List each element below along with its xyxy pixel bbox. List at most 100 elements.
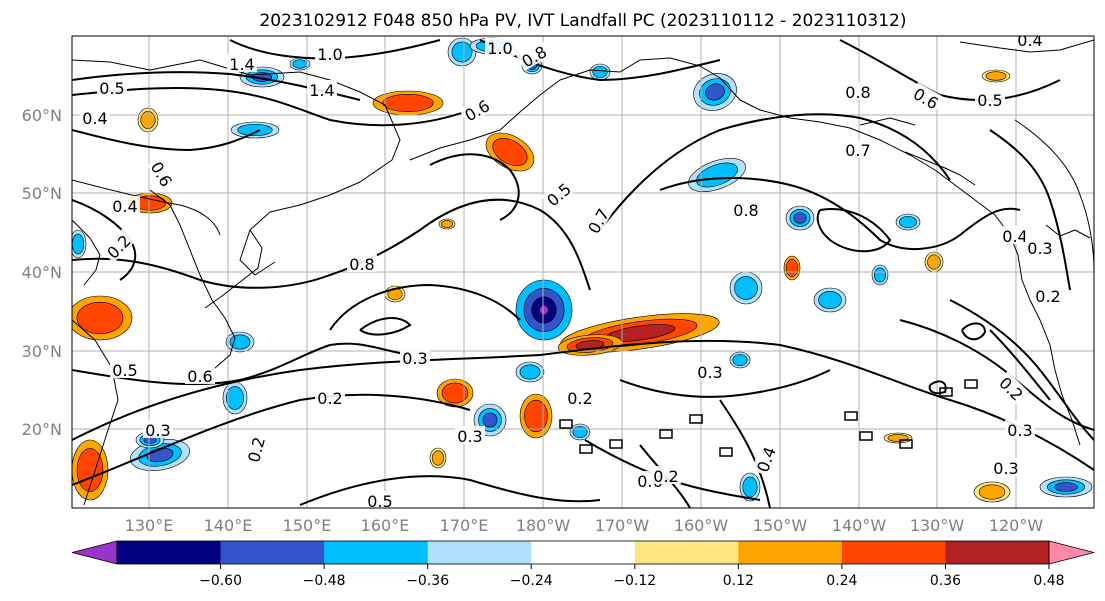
colorbar-swatch — [945, 541, 1050, 564]
colorbar-extend-min — [71, 540, 118, 565]
lon-tick-label: 150°W — [753, 516, 808, 535]
contour-label-bg — [185, 366, 215, 384]
contour-label: 0.4 — [82, 109, 107, 128]
contour-label: 0.2 — [1035, 287, 1060, 306]
ivt-contour — [989, 329, 1051, 401]
ivt-contour — [719, 399, 771, 508]
contour-label-bg — [975, 90, 1005, 108]
contour-label-group: 0.3 — [991, 458, 1021, 478]
contour-label: 0.3 — [402, 349, 427, 368]
contour-label-bg — [97, 78, 127, 96]
ivt-contour — [72, 179, 221, 236]
ivt-contour — [1014, 119, 1094, 271]
coastline — [619, 59, 641, 73]
contour-label-group: 1.4 — [307, 80, 337, 100]
ivt-contour — [429, 153, 520, 221]
pv-anomaly-patch — [985, 71, 1007, 81]
contour-label-group: 0.3 — [400, 348, 430, 368]
contour-label-group: 0.2 — [315, 388, 345, 408]
contour-label: 0.7 — [845, 141, 870, 160]
ivt-contour — [659, 177, 1021, 251]
contour-label: 0.2 — [567, 389, 592, 408]
colorbar-tick-label: −0.36 — [406, 573, 449, 589]
lon-tick-label: 150°E — [283, 516, 332, 535]
contour-label-bg — [459, 94, 494, 125]
pv-anomaly-patch — [899, 215, 917, 229]
contour-label-bg — [651, 466, 681, 484]
pv-anomaly-patch — [1054, 482, 1078, 492]
lon-tick-label: 170°E — [440, 516, 489, 535]
ivt-contour — [359, 317, 412, 336]
contour-label: 0.5 — [112, 361, 137, 380]
colorbar-swatch — [324, 541, 429, 564]
pv-anomaly-patch — [72, 233, 85, 255]
coastline — [1045, 224, 1091, 239]
pv-anomaly-patch — [524, 399, 548, 433]
contour-label-group: 0.7 — [843, 140, 873, 160]
colorbar-swatch — [117, 541, 222, 564]
pv-anomaly-patch — [492, 138, 528, 166]
pv-anomaly-patch — [539, 304, 549, 316]
contour-label: 0.3 — [1007, 421, 1032, 440]
lat-tick-label: 30°N — [22, 342, 62, 361]
contour-label-bg — [991, 458, 1021, 476]
contour-label-bg — [307, 80, 337, 98]
contour-label-group: 0.3 — [695, 362, 725, 382]
colorbar-tick-label: −0.48 — [303, 573, 346, 589]
contour-label-bg — [695, 362, 725, 380]
pv-anomaly-patch — [793, 212, 807, 224]
ivt-contour — [928, 380, 947, 395]
lat-tick-label: 60°N — [22, 106, 62, 125]
contour-label: 0.3 — [1027, 239, 1052, 258]
lon-tick-labels: 130°E 140°E 150°E 160°E 170°E 180°W 170°W 160°W… — [125, 516, 1044, 535]
island-outline — [844, 411, 858, 421]
colorbar-tick-label: 0.36 — [930, 573, 961, 589]
contour-label-group: 0.8 — [843, 82, 873, 102]
contour-label-bg — [731, 200, 761, 218]
pv-anomaly-patch — [76, 301, 124, 335]
contour-label-bg — [365, 491, 395, 508]
contour-label-bg — [1033, 286, 1063, 304]
coastline — [204, 229, 263, 309]
contour-label-group: 0.3 — [143, 420, 173, 440]
contour-label-bg — [565, 388, 595, 406]
contour-label: 0.3 — [145, 421, 170, 440]
contour-label: 0.8 — [349, 255, 374, 274]
map-panel: 0.50.41.41.0 1.01.40.80.60.8 0.6 0.50.70.4 0… — [22, 35, 1095, 535]
contour-label-bg — [582, 203, 613, 238]
lon-tick-label: 170°W — [595, 516, 650, 535]
colorbar-swatch — [634, 541, 739, 564]
ivt-contours — [72, 39, 1094, 508]
contour-label-group: 0.2 — [565, 388, 595, 408]
colorbar-tick-labels: −0.60 −0.48 −0.36 −0.24 −0.12 0.12 0.24 0.36 0.4… — [199, 564, 1065, 589]
contour-label-bg — [843, 82, 873, 100]
contour-label: 0.4 — [1002, 227, 1027, 246]
contour-label: 0.3 — [697, 363, 722, 382]
island-outline — [659, 429, 673, 439]
coastline — [639, 57, 996, 216]
pv-anomaly-patch — [978, 484, 1006, 500]
pv-anomaly-patch — [237, 123, 273, 137]
ivt-contour — [72, 393, 471, 486]
ivt-contour — [619, 369, 831, 398]
colorbar-tick-label: −0.24 — [510, 573, 553, 589]
lat-tick-label: 50°N — [22, 184, 62, 203]
pv-anomaly-patch — [229, 334, 251, 350]
contour-label-bg — [485, 38, 515, 56]
contour-label-bg — [843, 140, 873, 158]
pv-anomaly-patch — [226, 386, 244, 410]
contour-label-group: 0.5 — [110, 360, 140, 380]
pv-anomaly-patch — [732, 353, 748, 367]
contour-label-bg — [227, 54, 257, 72]
ivt-contour — [599, 113, 951, 231]
island-outline — [559, 419, 573, 429]
pv-anomaly-patch — [140, 111, 156, 129]
contour-label-group: 0.3 — [1005, 420, 1035, 440]
contour-label-bg — [1005, 420, 1035, 438]
contour-label-group: 0.2 — [1033, 286, 1063, 306]
pv-shading — [72, 37, 1093, 503]
lat-tick-label: 20°N — [22, 420, 62, 439]
contour-label: 0.6 — [187, 367, 212, 386]
pv-anomaly-patch — [382, 94, 434, 112]
lon-tick-label: 160°W — [674, 516, 729, 535]
